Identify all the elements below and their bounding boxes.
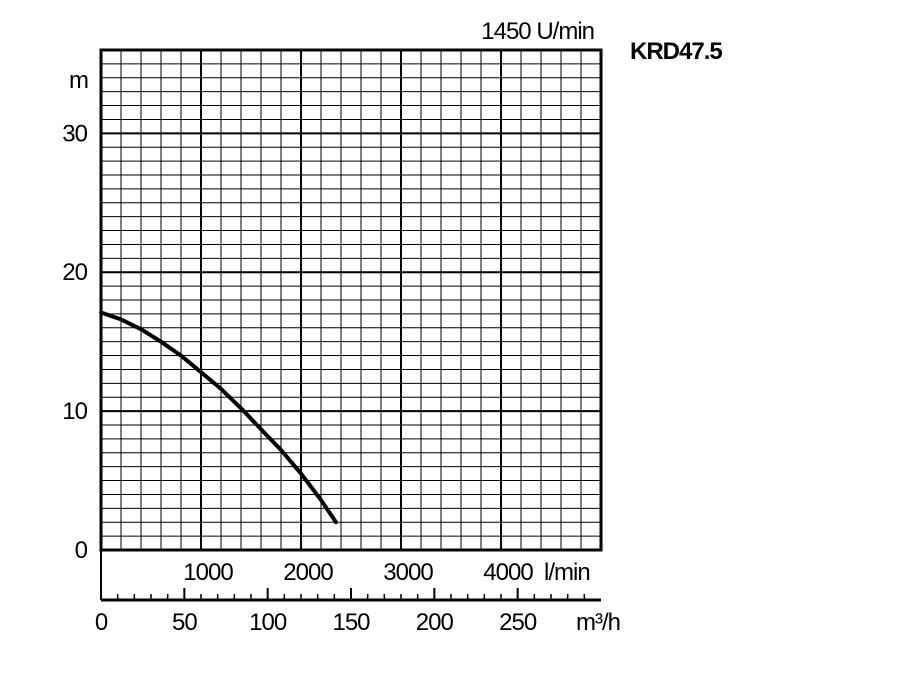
minor-grid: [101, 50, 601, 550]
x-lmin-unit: l/min: [544, 559, 590, 586]
x-m3h-tick-label: 150: [332, 609, 370, 636]
x-m3h-tick-label: 100: [249, 609, 287, 636]
speed-label: 1450 U/min: [481, 18, 594, 45]
y-tick-label: 0: [75, 537, 88, 564]
x-lmin-tick-label: 3000: [383, 559, 433, 586]
x-lmin-tick-labels: 1000 2000 3000 4000: [183, 559, 534, 586]
x-m3h-tick-label: 50: [172, 609, 197, 636]
x-m3h-tick-label: 200: [416, 609, 454, 636]
x-m3h-tick-labels: 0 50 100 150 200 250: [95, 609, 538, 636]
y-tick-labels: 0 10 20 30: [62, 120, 88, 564]
y-tick-label: 30: [62, 120, 87, 147]
head-curve-series: [99, 310, 338, 525]
y-axis-unit: m: [69, 67, 88, 94]
x-m3h-tick-label: 0: [95, 609, 108, 636]
y-tick-label: 20: [62, 259, 87, 286]
plot-frame: [99, 48, 603, 552]
x-lmin-tick-label: 1000: [183, 559, 233, 586]
m3h-tick-marks: [116, 588, 586, 600]
x-m3h-unit: m³/h: [576, 609, 620, 636]
major-grid: [101, 50, 601, 550]
model-label: KRD47.5: [630, 38, 722, 65]
x-m3h-tick-label: 250: [499, 609, 537, 636]
x-lmin-tick-label: 4000: [483, 559, 533, 586]
x-lmin-tick-label: 2000: [283, 559, 333, 586]
y-tick-label: 10: [62, 398, 87, 425]
